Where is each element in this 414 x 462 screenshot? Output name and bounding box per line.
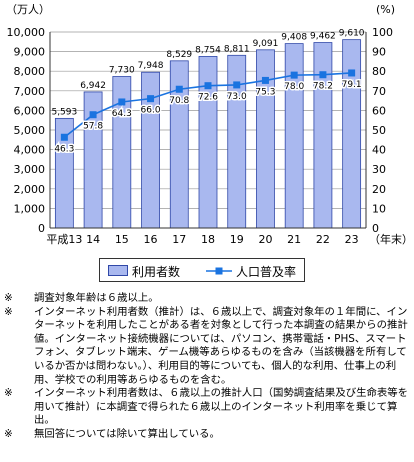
- bar-value-label: 9,462: [310, 32, 336, 42]
- footnote-mark: ※: [4, 292, 13, 304]
- right-tick-label: 0: [372, 222, 379, 235]
- x-tick-label: 16: [144, 233, 158, 246]
- line-marker: [319, 71, 327, 79]
- bar: [227, 54, 247, 229]
- legend-bar-label: 利用者数: [132, 265, 181, 279]
- legend-line-swatch: [206, 267, 232, 275]
- line-value-label: 57.8: [83, 122, 103, 132]
- footnotes: ※ 調査対象年齢は６歳以上。 ※ インターネット利用者数（推計）は、６歳以上で、…: [4, 292, 410, 442]
- left-tick-label: 4,000: [14, 144, 46, 157]
- line-value-label: 70.8: [169, 96, 189, 106]
- bar-value-label: 9,610: [339, 29, 365, 39]
- line-value-label: 79.1: [342, 80, 362, 90]
- x-tick-label: 22: [316, 233, 330, 246]
- footnote-mark: ※: [4, 427, 13, 440]
- line-value-label: 78.2: [313, 82, 333, 92]
- bar: [284, 43, 304, 229]
- left-tick-label: 9,000: [14, 46, 46, 59]
- bar-value-label: 5,593: [51, 107, 77, 117]
- bar-value-label: 8,529: [166, 50, 192, 60]
- line-value-label: 73.0: [227, 92, 247, 102]
- bar: [342, 39, 362, 229]
- x-tick-label: 18: [201, 233, 215, 246]
- x-tick-label: 14: [86, 233, 100, 246]
- left-tick-label: 6,000: [14, 104, 46, 117]
- right-tick-label: 80: [372, 65, 386, 78]
- bar-value-label: 7,948: [138, 61, 164, 71]
- legend-line-label: 人口普及率: [236, 265, 297, 279]
- right-tick-label: 10: [372, 202, 386, 215]
- line-marker: [261, 76, 269, 84]
- line-value-label: 66.0: [141, 106, 161, 116]
- left-tick-label: 1,000: [14, 202, 46, 215]
- line-marker: [233, 81, 241, 89]
- footnote: ※ 調査対象年齢は６歳以上。: [4, 292, 410, 306]
- footnote-text: 調査対象年齢は６歳以上。: [34, 292, 159, 304]
- legend: 利用者数 人口普及率: [99, 258, 305, 282]
- line-marker: [60, 133, 68, 141]
- line-value-label: 75.3: [255, 87, 275, 97]
- line-marker: [175, 85, 183, 93]
- line-marker: [204, 82, 212, 90]
- bar: [313, 42, 333, 229]
- line-value-label: 72.6: [198, 93, 218, 103]
- left-tick-label: 8,000: [14, 65, 46, 78]
- right-tick-label: 60: [372, 104, 386, 117]
- footnote-text: インターネット利用者数（推計）は、６歳以上で、調査対象年の１年間に、インターネッ…: [34, 305, 408, 386]
- line-value-label: 46.3: [54, 144, 74, 154]
- x-tick-label: 19: [230, 233, 244, 246]
- right-tick-label: 20: [372, 183, 386, 196]
- left-tick-label: 7,000: [14, 85, 46, 98]
- right-tick-label: 100: [372, 26, 393, 39]
- left-axis-unit: （万人）: [6, 3, 50, 16]
- bar-value-label: 6,942: [80, 81, 106, 91]
- bar-value-label: 7,730: [109, 65, 135, 75]
- combo-chart: 0 1,000 2,000 3,000 4,000 5,000 6,000 7,000 8,00…: [6, 3, 413, 246]
- line-value-label: 78.0: [284, 82, 304, 92]
- x-tick-label: 20: [258, 233, 272, 246]
- right-tick-label: 30: [372, 163, 386, 176]
- bar: [256, 49, 275, 229]
- left-tick-label: 10,000: [7, 26, 46, 39]
- right-tick-label: 50: [372, 124, 386, 137]
- left-tick-label: 5,000: [14, 124, 46, 137]
- line-marker: [147, 95, 155, 103]
- footnote: ※ インターネット利用者数は、６歳以上の推計人口（国勢調査結果及び生命表等を用い…: [4, 387, 410, 428]
- legend-bar-swatch: [108, 265, 128, 276]
- footnote: ※ 無回答については除いて算出している。: [4, 428, 410, 442]
- footnote-text: インターネット利用者数は、６歳以上の推計人口（国勢調査結果及び生命表等を用いて推…: [34, 387, 409, 427]
- chart-area: 0 1,000 2,000 3,000 4,000 5,000 6,000 7,000 8,00…: [6, 3, 413, 282]
- line-marker: [118, 98, 126, 106]
- bar-value-label: 9,091: [253, 39, 279, 49]
- x-tick-label: 21: [287, 233, 301, 246]
- right-tick-label: 90: [372, 46, 386, 59]
- footnote-mark: ※: [4, 305, 13, 318]
- left-tick-label: 2,000: [14, 183, 46, 196]
- x-axis-suffix: （年末）: [369, 232, 413, 246]
- x-tick-label: 平成13: [46, 233, 82, 246]
- bar-value-label: 8,811: [224, 44, 250, 54]
- right-tick-label: 40: [372, 144, 386, 157]
- footnote-text: 無回答については除いて算出している。: [34, 427, 220, 440]
- left-tick-label: 3,000: [14, 163, 46, 176]
- line-marker: [290, 71, 298, 79]
- line-marker: [348, 69, 356, 77]
- x-tick-label: 15: [115, 233, 129, 246]
- line-value-label: 64.3: [112, 109, 132, 119]
- bar-value-label: 9,408: [281, 33, 307, 43]
- line-marker: [89, 111, 97, 119]
- footnote-mark: ※: [4, 387, 13, 400]
- footnote: ※ インターネット利用者数（推計）は、６歳以上で、調査対象年の１年間に、インター…: [4, 306, 410, 388]
- x-tick-label: 17: [172, 233, 186, 246]
- right-tick-label: 70: [372, 85, 386, 98]
- x-tick-label: 23: [345, 233, 359, 246]
- left-tick-label: 0: [38, 222, 45, 235]
- bar-value-label: 8,754: [195, 45, 221, 55]
- right-axis-unit: (%): [376, 3, 395, 16]
- bar: [198, 56, 218, 229]
